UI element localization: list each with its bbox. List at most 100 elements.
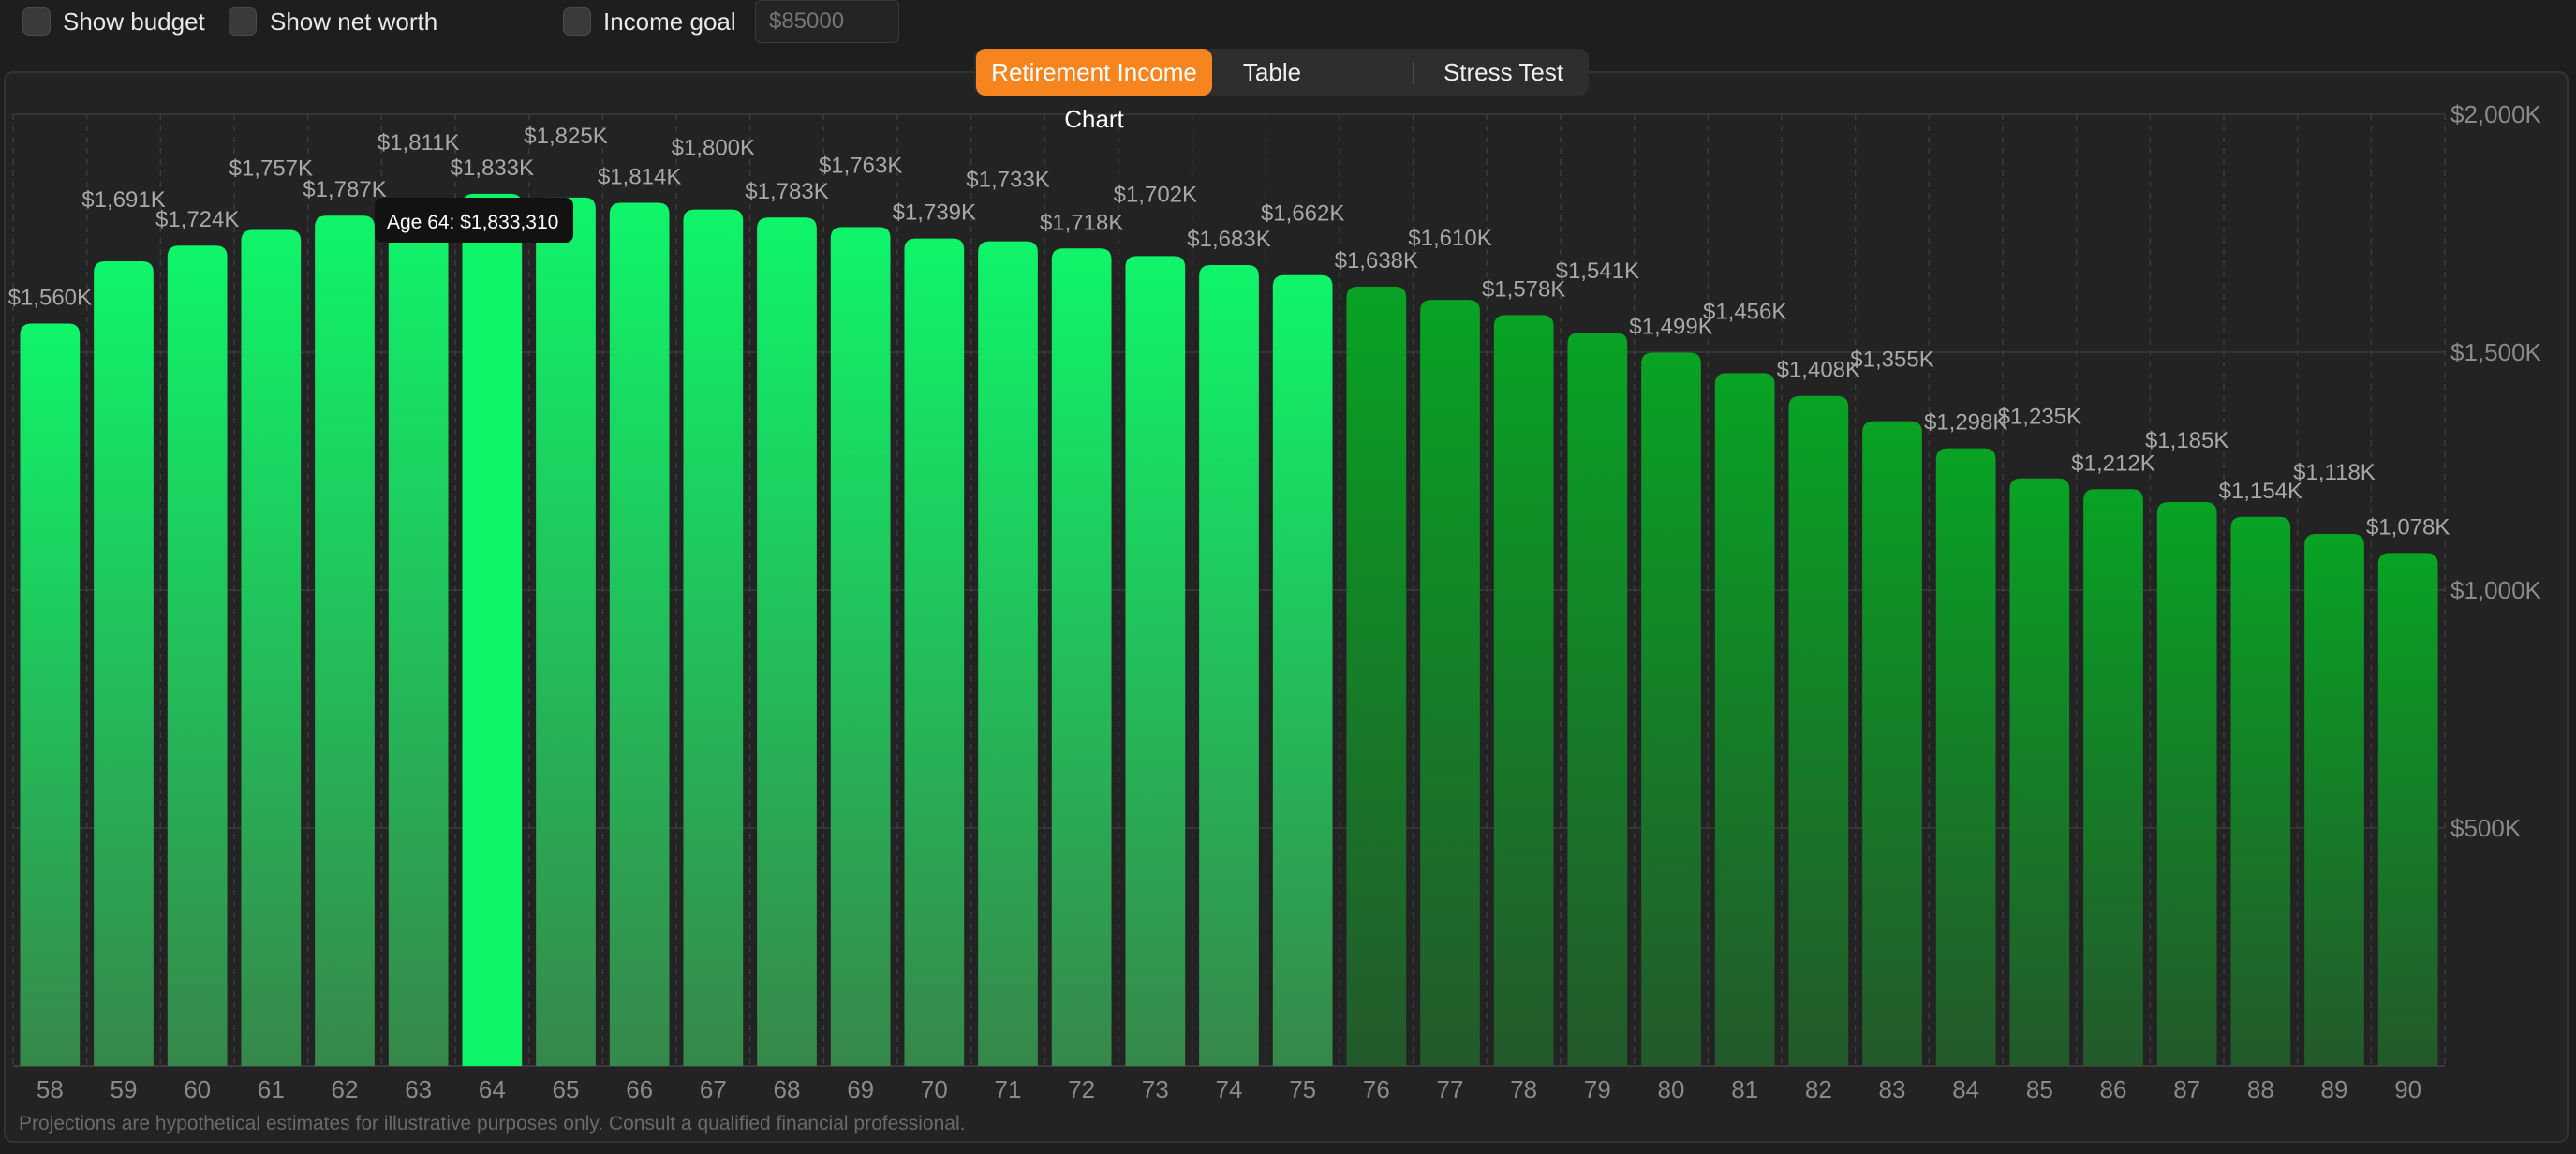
x-tick-label: 64 (479, 1075, 506, 1103)
bar-value-label: $1,408K (1777, 358, 1860, 383)
bar-age-83[interactable] (1862, 421, 1922, 1066)
bar-age-59[interactable] (94, 260, 154, 1066)
bar-age-85[interactable] (2009, 478, 2070, 1066)
income-goal-label: Income goal (603, 7, 736, 36)
x-tick-label: 89 (2321, 1075, 2348, 1103)
bar-value-label: $1,235K (1998, 405, 2081, 430)
show-budget-label: Show budget (63, 7, 205, 36)
bar-value-label: $1,825K (524, 124, 607, 149)
bar-age-79[interactable] (1567, 333, 1628, 1066)
bar-age-60[interactable] (167, 245, 228, 1066)
x-tick-label: 72 (1068, 1075, 1095, 1103)
bar-age-61[interactable] (241, 229, 302, 1067)
x-tick-label: 77 (1437, 1075, 1464, 1103)
bar-age-84[interactable] (1935, 448, 1996, 1067)
bar-age-78[interactable] (1493, 315, 1554, 1067)
x-tick-label: 73 (1142, 1075, 1169, 1103)
show-net-worth-label: Show net worth (270, 7, 438, 36)
view-tabs: Retirement Income Chart Table Stress Tes… (974, 49, 1589, 133)
bar-value-label: $1,833K (451, 155, 534, 181)
bar-tooltip: Age 64: $1,833,310 (375, 198, 573, 243)
income-goal-checkbox[interactable] (563, 7, 591, 36)
x-tick-label: 85 (2026, 1075, 2053, 1103)
x-tick-label: 86 (2100, 1075, 2127, 1103)
show-net-worth-checkbox[interactable] (229, 7, 257, 36)
bar-age-82[interactable] (1788, 395, 1849, 1067)
x-tick-label: 62 (332, 1075, 359, 1103)
bar-age-66[interactable] (609, 202, 670, 1066)
bar-value-label: $1,578K (1482, 276, 1565, 302)
x-tick-label: 58 (37, 1075, 64, 1103)
x-tick-label: 74 (1216, 1075, 1243, 1103)
x-tick-label: 61 (258, 1075, 285, 1103)
x-tick-label: 88 (2247, 1075, 2274, 1103)
x-tick-label: 84 (1952, 1075, 1979, 1103)
bar-age-65[interactable] (536, 197, 596, 1066)
bar-age-90[interactable] (2377, 553, 2438, 1066)
bar-age-77[interactable] (1420, 300, 1480, 1066)
x-tick-label: 81 (1731, 1075, 1758, 1103)
x-tick-label: 68 (774, 1075, 801, 1103)
bar-age-74[interactable] (1199, 265, 1259, 1066)
bar-age-62[interactable] (315, 215, 375, 1067)
disclaimer-text: Projections are hypothetical estimates f… (19, 1113, 966, 1134)
bar-value-label: $1,702K (1114, 182, 1197, 207)
bar-value-label: $1,724K (155, 207, 239, 232)
bar-value-label: $1,718K (1040, 210, 1123, 235)
bar-value-label: $1,212K (2071, 451, 2154, 476)
bar-age-73[interactable] (1125, 256, 1186, 1066)
x-tick-label: 79 (1584, 1075, 1611, 1103)
bar-value-label: $1,638K (1335, 248, 1418, 274)
x-tick-label: 66 (626, 1075, 653, 1103)
bar-value-label: $1,763K (819, 153, 902, 178)
bar-value-label: $1,078K (2366, 514, 2450, 540)
tooltip-text: Age 64: $1,833,310 (387, 212, 558, 233)
bar-value-label: $1,787K (303, 177, 386, 202)
bar-age-68[interactable] (757, 217, 817, 1067)
chart-options-bar: Show budget Show net worth Income goal (0, 0, 2576, 47)
x-tick-label: 78 (1510, 1075, 1537, 1103)
show-budget-checkbox[interactable] (22, 7, 51, 36)
bar-age-75[interactable] (1272, 274, 1333, 1067)
bar-age-81[interactable] (1714, 373, 1775, 1066)
bar-value-label: $1,541K (1556, 259, 1639, 284)
bar-age-64[interactable] (462, 193, 523, 1066)
x-tick-label: 87 (2173, 1075, 2200, 1103)
x-tick-label: 82 (1805, 1075, 1832, 1103)
x-tick-label: 80 (1658, 1075, 1685, 1103)
x-tick-label: 63 (405, 1075, 432, 1103)
tooltip-box (375, 198, 573, 243)
tab-retirement-income-chart[interactable]: Retirement Income Chart (976, 49, 1212, 133)
bar-value-label: $1,456K (1703, 299, 1786, 324)
bar-value-label: $1,733K (966, 168, 1049, 193)
bar-age-63[interactable] (388, 204, 449, 1067)
bar-age-67[interactable] (683, 209, 744, 1067)
bar-age-88[interactable] (2230, 516, 2291, 1066)
bar-age-86[interactable] (2083, 489, 2143, 1066)
tab-stress-test[interactable]: Stress Test (1443, 58, 1564, 86)
y-tick-label: $2,000K (2450, 100, 2542, 128)
x-tick-label: 75 (1289, 1075, 1316, 1103)
bar-age-89[interactable] (2304, 534, 2364, 1066)
tab-table[interactable]: Table (1242, 58, 1302, 86)
bar-value-label: $1,118K (2293, 460, 2376, 485)
bar-value-label: $1,800K (672, 136, 755, 161)
x-tick-label: 60 (184, 1075, 211, 1103)
bar-age-58[interactable] (20, 323, 81, 1066)
bar-age-80[interactable] (1641, 352, 1701, 1066)
x-tick-label: 69 (847, 1075, 874, 1103)
bar-age-70[interactable] (904, 238, 965, 1066)
bar-value-label: $1,757K (229, 155, 313, 181)
y-tick-label: $500K (2450, 814, 2522, 842)
bar-value-label: $1,355K (1850, 348, 1933, 373)
income-goal-input[interactable] (755, 0, 899, 43)
x-tick-label: 76 (1363, 1075, 1390, 1103)
bar-age-87[interactable] (2156, 502, 2217, 1066)
bar-age-69[interactable] (830, 227, 891, 1066)
bar-value-label: $1,154K (2219, 479, 2302, 504)
bar-age-71[interactable] (978, 241, 1038, 1066)
bar-age-76[interactable] (1346, 286, 1407, 1066)
bar-age-72[interactable] (1051, 248, 1112, 1067)
y-tick-label: $1,500K (2450, 338, 2542, 366)
bar-value-label: $1,610K (1408, 226, 1491, 251)
